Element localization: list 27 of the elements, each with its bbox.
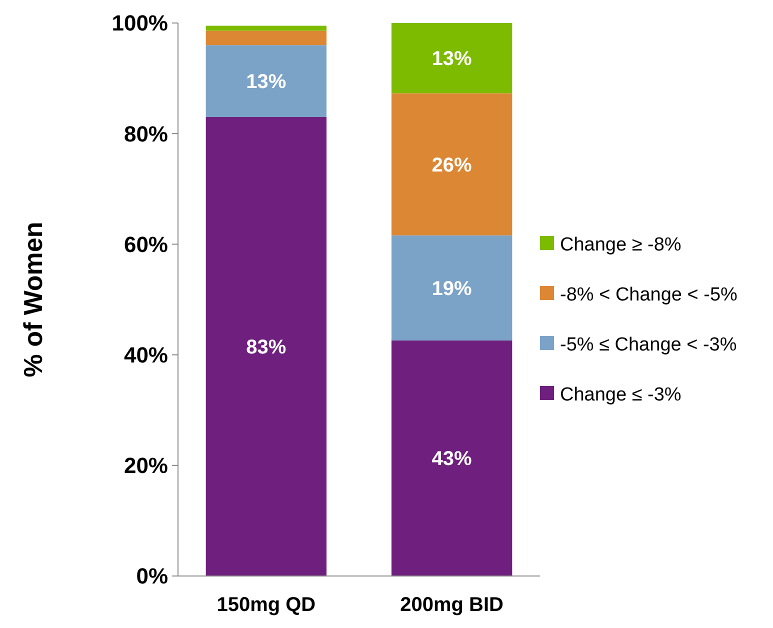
bar bbox=[391, 235, 512, 340]
y-axis-title: % of Women bbox=[18, 222, 48, 378]
data-label: 19% bbox=[432, 278, 472, 300]
legend-label: Change ≥ -8% bbox=[560, 234, 682, 256]
legend-label: -5% ≤ Change < -3% bbox=[560, 334, 737, 356]
data-label: 13% bbox=[246, 71, 286, 94]
x-tick-label: 200mg BID bbox=[400, 594, 504, 616]
legend-label: -8% < Change < -5% bbox=[560, 284, 738, 306]
bar bbox=[206, 45, 327, 118]
bar bbox=[206, 117, 327, 576]
y-tick-label: 100% bbox=[112, 10, 168, 36]
y-tick-label: 20% bbox=[124, 453, 168, 478]
data-label: 83% bbox=[246, 336, 286, 359]
y-tick-label: 80% bbox=[124, 121, 168, 146]
bar bbox=[206, 30, 327, 46]
data-label: 26% bbox=[432, 154, 472, 176]
data-label: 43% bbox=[432, 448, 472, 470]
data-label: 13% bbox=[432, 48, 472, 70]
bar bbox=[391, 23, 512, 94]
bar bbox=[391, 340, 512, 576]
bar bbox=[206, 26, 327, 31]
bar bbox=[391, 93, 512, 236]
y-tick-label: 60% bbox=[124, 232, 168, 257]
legend-label: Change ≤ -3% bbox=[560, 384, 682, 406]
y-tick-label: 0% bbox=[136, 564, 168, 589]
y-tick-label: 40% bbox=[124, 342, 168, 368]
x-tick-label: 150mg QD bbox=[216, 594, 316, 616]
